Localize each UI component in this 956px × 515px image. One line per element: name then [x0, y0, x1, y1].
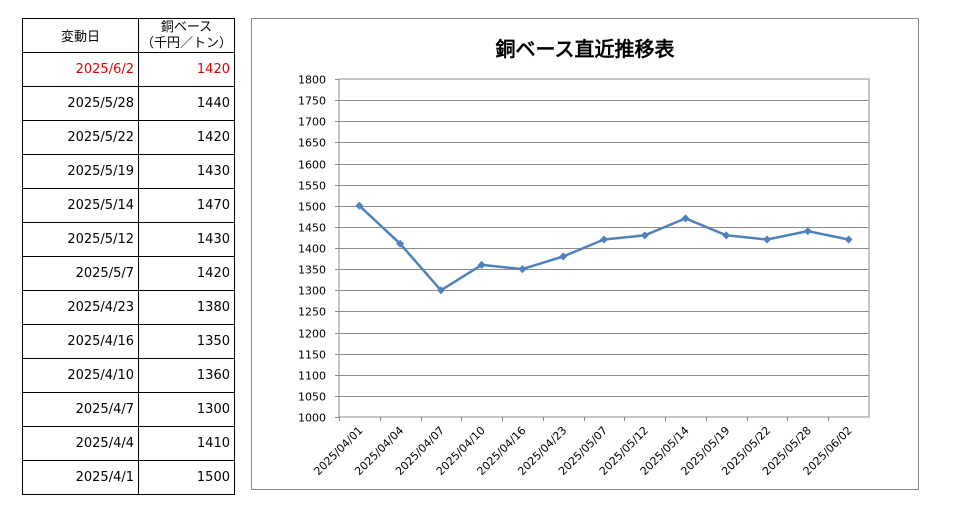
y-tick-label: 1150 — [298, 349, 326, 362]
table-header-row: 変動日 銅ベース （千円／トン） — [22, 18, 235, 53]
y-tick-label: 1800 — [298, 74, 326, 87]
data-point — [477, 260, 486, 269]
y-tick-label: 1250 — [298, 306, 326, 319]
data-point — [559, 252, 568, 261]
row-date: 2025/6/2 — [22, 52, 139, 87]
table-row: 2025/4/1 1500 — [22, 460, 235, 495]
y-tick-label: 1500 — [298, 201, 326, 214]
row-price: 1380 — [138, 290, 235, 325]
row-price: 1430 — [138, 222, 235, 257]
row-date: 2025/4/23 — [22, 290, 139, 325]
y-tick-label: 1100 — [298, 370, 326, 383]
y-tick-label: 1000 — [298, 412, 326, 425]
y-tick-label: 1350 — [298, 264, 326, 277]
y-tick-label: 1650 — [298, 137, 326, 150]
table-body: 2025/6/2 1420 2025/5/28 1440 2025/5/22 1420 20… — [22, 52, 235, 495]
table-row: 2025/4/16 1350 — [22, 324, 235, 359]
data-point — [681, 214, 690, 223]
row-price: 1360 — [138, 358, 235, 393]
data-point — [640, 231, 649, 240]
row-date: 2025/5/7 — [22, 256, 139, 291]
y-tick-label: 1450 — [298, 222, 326, 235]
y-tick-label: 1300 — [298, 285, 326, 298]
row-date: 2025/4/16 — [22, 324, 139, 359]
row-date: 2025/4/1 — [22, 460, 139, 495]
data-point — [518, 265, 527, 274]
table-row: 2025/4/23 1380 — [22, 290, 235, 325]
y-tick-label: 1700 — [298, 116, 326, 129]
table-row: 2025/4/7 1300 — [22, 392, 235, 427]
row-price: 1300 — [138, 392, 235, 427]
data-point — [763, 235, 772, 244]
row-date: 2025/4/10 — [22, 358, 139, 393]
header-price: 銅ベース （千円／トン） — [138, 18, 235, 53]
header-price-line1: 銅ベース — [160, 19, 213, 35]
table-row: 2025/4/4 1410 — [22, 426, 235, 461]
table-row: 2025/5/22 1420 — [22, 120, 235, 155]
table-row: 2025/5/7 1420 — [22, 256, 235, 291]
data-point — [436, 286, 445, 295]
data-point — [722, 231, 731, 240]
row-date: 2025/5/12 — [22, 222, 139, 257]
table-row: 2025/5/12 1430 — [22, 222, 235, 257]
line-chart: 1000 1050 1100 1150 1200 1250 1300 1350 1400 1450… — [298, 74, 870, 478]
y-tick-label: 1200 — [298, 328, 326, 341]
row-price: 1430 — [138, 154, 235, 189]
row-date: 2025/4/4 — [22, 426, 139, 461]
data-point — [355, 201, 364, 210]
row-price: 1420 — [138, 52, 235, 87]
data-point — [844, 235, 853, 244]
y-tick-label: 1600 — [298, 159, 326, 172]
chart-frame: 銅ベース直近推移表 1000 1050 1100 1150 1200 1250 1300 13… — [251, 18, 919, 490]
header-date: 変動日 — [22, 18, 139, 53]
y-tick-label: 1050 — [298, 391, 326, 404]
data-point — [600, 235, 608, 244]
table-row: 2025/6/2 1420 — [22, 52, 235, 87]
table-row: 2025/5/14 1470 — [22, 188, 235, 223]
row-price: 1500 — [138, 460, 235, 495]
row-price: 1420 — [138, 256, 235, 291]
table-row: 2025/4/10 1360 — [22, 358, 235, 393]
y-tick-label: 1550 — [298, 180, 326, 193]
data-point — [803, 227, 812, 236]
row-date: 2025/5/28 — [22, 86, 139, 121]
y-tick-label: 1750 — [298, 95, 326, 108]
table-row: 2025/5/28 1440 — [22, 86, 235, 121]
row-price: 1420 — [138, 120, 235, 155]
row-price: 1410 — [138, 426, 235, 461]
row-price: 1350 — [138, 324, 235, 359]
y-tick-label: 1400 — [298, 243, 326, 256]
table-row: 2025/5/19 1430 — [22, 154, 235, 189]
copper-price-table: 変動日 銅ベース （千円／トン） 2025/6/2 1420 2025/5/28 14… — [22, 18, 235, 495]
chart-title: 銅ベース直近推移表 — [495, 37, 675, 61]
row-price: 1470 — [138, 188, 235, 223]
row-date: 2025/5/19 — [22, 154, 139, 189]
row-price: 1440 — [138, 86, 235, 121]
row-date: 2025/5/14 — [22, 188, 139, 223]
row-date: 2025/5/22 — [22, 120, 139, 155]
header-price-line2: （千円／トン） — [140, 35, 232, 51]
row-date: 2025/4/7 — [22, 392, 139, 427]
data-point — [396, 239, 405, 248]
